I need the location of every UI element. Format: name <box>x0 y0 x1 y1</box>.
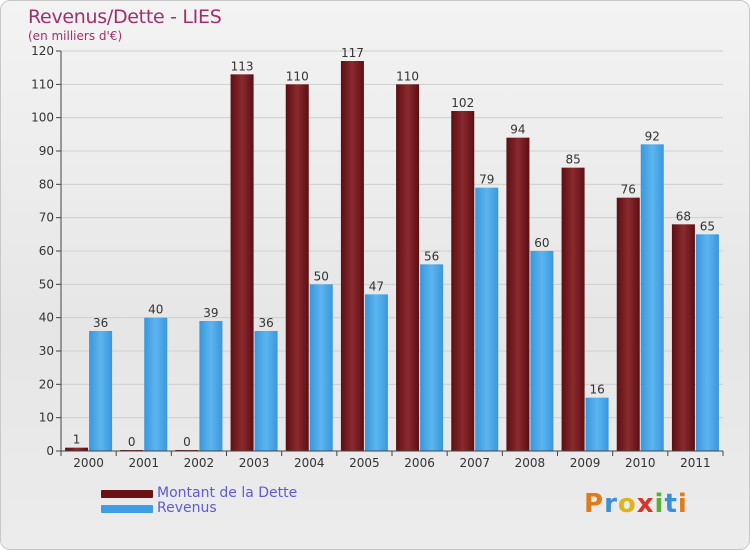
data-label: 76 <box>621 183 636 197</box>
data-label: 102 <box>451 96 474 110</box>
chart-title: Revenus/Dette - LIES <box>28 6 222 28</box>
x-tick-label: 2006 <box>404 456 435 470</box>
bar-revenue <box>640 144 664 452</box>
data-label: 39 <box>203 306 218 320</box>
logo-letter: r <box>604 489 618 519</box>
legend-label-debt: Montant de la Dette <box>157 485 298 501</box>
bar-debt <box>230 74 254 451</box>
data-labels: 1 36 0 40 0 39 113 36 110 50 117 47 110 56 102 79 94 60 85… <box>73 46 715 449</box>
bar-revenue <box>695 234 719 451</box>
data-label: 56 <box>424 249 439 263</box>
data-label: 60 <box>534 236 549 250</box>
bar-debt <box>285 84 309 451</box>
y-tick-label: 80 <box>39 177 54 191</box>
bar-revenue <box>144 317 168 451</box>
y-tick-label: 0 <box>46 444 54 458</box>
y-tick-label: 60 <box>39 244 54 258</box>
data-label: 110 <box>396 69 419 83</box>
data-label: 113 <box>231 59 254 73</box>
logo-letter: i <box>654 489 665 519</box>
bar-revenue <box>420 264 444 451</box>
proxiti-logo: Proxiti <box>584 489 688 519</box>
bar-debt <box>451 111 475 451</box>
x-tick-label: 2005 <box>349 456 380 470</box>
y-tick-label: 40 <box>39 311 54 325</box>
bar-debt <box>561 167 585 451</box>
data-label: 79 <box>479 173 494 187</box>
y-axis-ticks: 0 10 20 30 40 50 60 70 80 90 100 110 120 <box>31 44 61 458</box>
bar-debt <box>396 84 420 451</box>
y-tick-label: 50 <box>39 277 54 291</box>
x-tick-label: 2003 <box>239 456 270 470</box>
y-tick-label: 100 <box>31 111 54 125</box>
legend-label-revenue: Revenus <box>157 500 217 516</box>
chart-subtitle: (en milliers d'€) <box>28 29 123 43</box>
x-tick-label: 2008 <box>515 456 546 470</box>
x-tick-label: 2009 <box>570 456 601 470</box>
logo-letter: P <box>584 489 605 519</box>
y-tick-label: 120 <box>31 44 54 58</box>
axes <box>60 51 723 452</box>
data-label: 47 <box>369 279 384 293</box>
data-label: 65 <box>700 219 715 233</box>
y-tick-label: 20 <box>39 377 54 391</box>
x-tick-label: 2002 <box>184 456 215 470</box>
data-label: 40 <box>148 303 163 317</box>
x-tick-label: 2010 <box>625 456 656 470</box>
bar-revenue <box>309 284 333 451</box>
y-tick-label: 10 <box>39 411 54 425</box>
data-label: 0 <box>183 435 191 449</box>
data-label: 92 <box>645 129 660 143</box>
bar-revenue <box>585 397 609 451</box>
y-tick-label: 110 <box>31 77 54 91</box>
bar-revenue <box>254 331 278 451</box>
legend-swatch-debt <box>101 490 153 498</box>
x-axis-ticks: 2000 2001 2002 2003 2004 2005 2006 2007 2008 2009… <box>60 451 724 470</box>
x-tick-label: 2000 <box>73 456 104 470</box>
y-tick-label: 30 <box>39 344 54 358</box>
bar-debt <box>340 61 364 451</box>
data-label: 94 <box>510 123 525 137</box>
data-label: 110 <box>286 69 309 83</box>
bar-debt <box>671 224 695 451</box>
data-label: 68 <box>676 209 691 223</box>
bar-revenue <box>199 321 223 451</box>
bar-revenue <box>530 251 554 451</box>
logo-letter: i <box>677 489 688 519</box>
bar-debt <box>65 447 89 451</box>
y-tick-label: 70 <box>39 211 54 225</box>
data-label: 85 <box>565 153 580 167</box>
data-label: 0 <box>128 435 136 449</box>
bars <box>65 61 719 452</box>
data-label: 36 <box>258 316 273 330</box>
data-label: 1 <box>73 433 81 447</box>
logo-letter: x <box>636 489 655 519</box>
y-tick-label: 90 <box>39 144 54 158</box>
data-label: 50 <box>314 269 329 283</box>
bar-revenue <box>475 187 499 451</box>
logo-letter: o <box>617 489 637 519</box>
data-label: 16 <box>589 383 604 397</box>
x-tick-label: 2001 <box>128 456 159 470</box>
bar-debt <box>616 197 640 451</box>
x-tick-label: 2004 <box>294 456 325 470</box>
bar-revenue <box>364 294 388 451</box>
x-tick-label: 2011 <box>680 456 711 470</box>
data-label: 117 <box>341 46 364 60</box>
data-label: 36 <box>93 316 108 330</box>
legend-swatch-revenue <box>101 505 153 513</box>
grid-lines <box>61 50 723 452</box>
logo-letter: t <box>664 489 678 519</box>
bar-revenue <box>89 331 113 451</box>
bar-debt <box>506 137 530 451</box>
x-tick-label: 2007 <box>459 456 490 470</box>
